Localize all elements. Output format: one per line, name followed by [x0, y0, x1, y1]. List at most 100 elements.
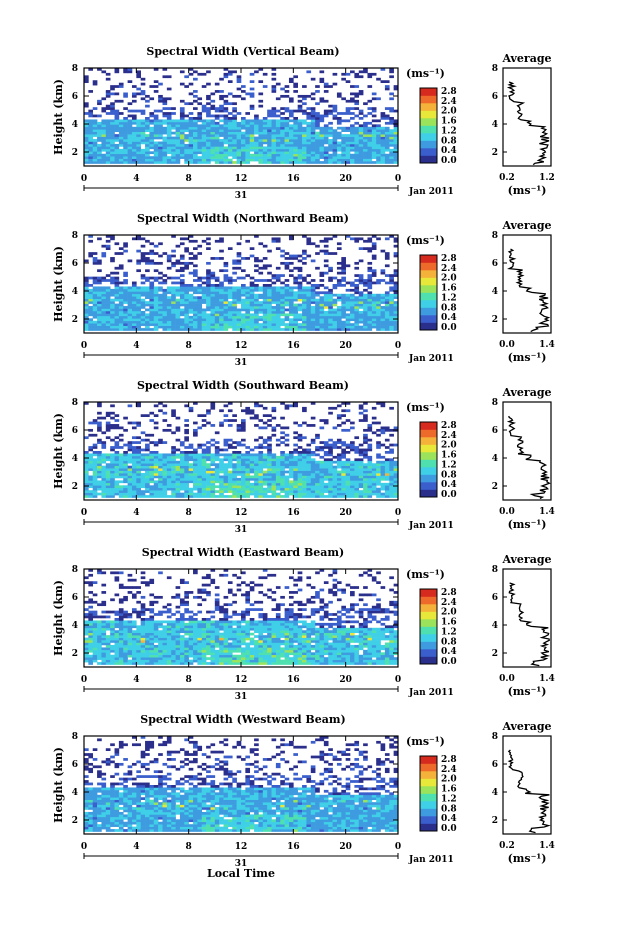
heatmap-cell	[249, 146, 255, 150]
heatmap-cell	[275, 460, 281, 464]
heatmap-cell	[315, 293, 320, 297]
heatmap-cell	[371, 119, 377, 123]
heatmap-cell	[131, 153, 137, 157]
heatmap-cell	[380, 161, 386, 164]
heatmap-cell	[193, 320, 198, 324]
heatmap-cell	[153, 318, 159, 322]
heatmap-cell	[136, 75, 141, 79]
heatmap-cell	[206, 281, 211, 285]
heatmap-cell	[97, 482, 102, 486]
heatmap-cell	[227, 303, 233, 307]
heatmap-cell	[123, 468, 128, 471]
heatmap-cell	[193, 296, 198, 299]
heatmap-cell	[393, 148, 399, 152]
heatmap-cell	[297, 480, 303, 484]
heatmap-cell	[153, 465, 159, 469]
heatmap-cell	[140, 156, 146, 159]
heatmap-cell	[293, 257, 298, 260]
heatmap-cell	[280, 156, 285, 159]
heatmap-cell	[310, 492, 316, 496]
heatmap-cell	[193, 141, 198, 145]
heatmap-cell	[288, 119, 294, 123]
heatmap-cell	[288, 325, 294, 329]
heatmap-cell	[288, 274, 294, 277]
heatmap-cell	[310, 465, 316, 469]
heatmap-cell	[210, 323, 216, 326]
heatmap-cell	[293, 460, 298, 464]
heatmap-cell	[284, 458, 290, 462]
heatmap-cell	[206, 468, 211, 471]
heatmap-cell	[219, 463, 224, 466]
heatmap-cell	[110, 455, 115, 459]
heatmap-cell	[306, 475, 312, 479]
heatmap-cell	[271, 124, 277, 128]
heatmap-cell	[297, 153, 303, 157]
heatmap-cell	[367, 129, 373, 132]
heatmap-cell	[306, 328, 312, 331]
heatmap-cell	[110, 426, 115, 430]
heatmap-cell	[214, 296, 220, 299]
heatmap-cell	[380, 310, 386, 314]
heatmap-cell	[328, 485, 333, 489]
heatmap-cell	[153, 451, 159, 454]
heatmap-cell	[354, 136, 360, 140]
heatmap-cell	[105, 141, 111, 145]
heatmap-cell	[341, 485, 346, 489]
heatmap-cell	[315, 153, 320, 157]
heatmap-cell	[158, 463, 163, 466]
heatmap-cell	[275, 148, 281, 152]
heatmap-cell	[149, 441, 155, 444]
heatmap-cell	[105, 470, 111, 474]
heatmap-cell	[323, 148, 329, 152]
heatmap-cell	[114, 153, 120, 157]
heatmap-cell	[284, 161, 290, 164]
heatmap-cell	[271, 470, 277, 474]
heatmap-cell	[358, 276, 364, 280]
heatmap-cell	[280, 458, 285, 462]
heatmap-cell	[367, 310, 373, 314]
heatmap-cell	[219, 296, 224, 299]
heatmap-cell	[219, 288, 224, 292]
heatmap-cell	[140, 448, 146, 452]
heatmap-cell	[280, 254, 285, 258]
heatmap-cell	[153, 161, 159, 164]
heatmap-cell	[158, 134, 163, 137]
heatmap-cell	[84, 465, 89, 469]
heatmap-cell	[127, 495, 133, 498]
heatmap-cell	[341, 465, 346, 469]
heatmap-cell	[241, 443, 246, 447]
heatmap-cell	[123, 487, 128, 491]
heatmap-cell	[319, 310, 325, 314]
heatmap-cell	[114, 458, 120, 462]
heatmap-cell	[153, 114, 159, 118]
heatmap-cell	[140, 90, 146, 93]
heatmap-cell	[166, 141, 172, 145]
heatmap-cell	[206, 271, 211, 275]
heatmap-cell	[293, 119, 298, 123]
heatmap-cell	[241, 455, 246, 459]
heatmap-cell	[110, 475, 115, 479]
heatmap-cell	[145, 286, 150, 290]
heatmap-cell	[393, 269, 399, 273]
heatmap-cell	[136, 92, 141, 96]
heatmap-cell	[297, 468, 303, 471]
heatmap-cell	[84, 286, 89, 290]
heatmap-cell	[140, 463, 146, 466]
heatmap-cell	[206, 477, 211, 481]
heatmap-cell	[249, 318, 255, 322]
heatmap-cell	[332, 148, 338, 152]
heatmap-cell	[92, 153, 98, 157]
heatmap-cell	[323, 244, 329, 248]
heatmap-cell	[350, 99, 355, 103]
heatmap-cell	[162, 114, 168, 118]
heatmap-cell	[254, 328, 259, 331]
heatmap-cell	[236, 428, 242, 432]
heatmap-cell	[319, 77, 325, 81]
heatmap-cell	[258, 460, 264, 464]
heatmap-cell	[315, 477, 320, 481]
heatmap-cell	[123, 460, 128, 464]
heatmap-cell	[127, 114, 133, 118]
heatmap-cell	[262, 446, 268, 449]
heatmap-cell	[127, 328, 133, 331]
heatmap-cell	[227, 473, 233, 476]
